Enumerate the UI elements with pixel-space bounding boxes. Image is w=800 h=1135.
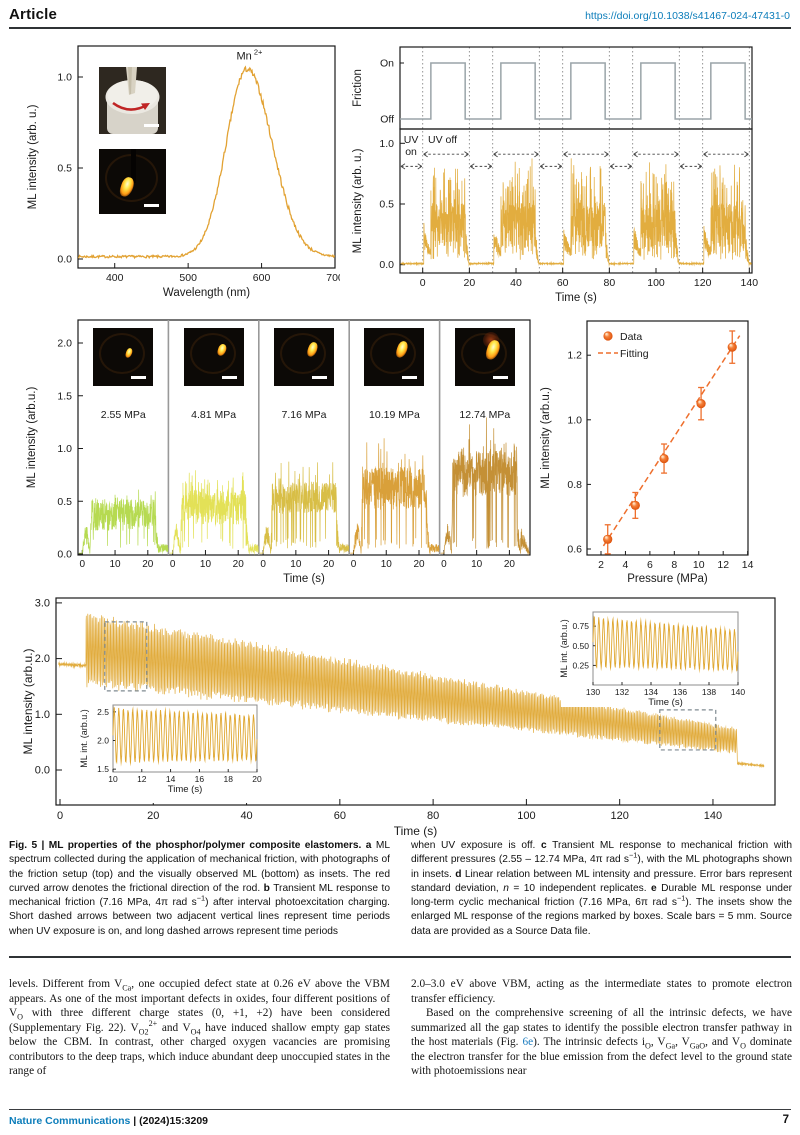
observed-ML-photo bbox=[99, 149, 166, 214]
footer-citation: Nature Communications | (2024)15:3209 bbox=[9, 1115, 208, 1127]
caption-right-column: when UV exposure is off. c Transient ML … bbox=[411, 840, 792, 937]
sample-ring bbox=[280, 333, 326, 374]
header-rule bbox=[9, 27, 791, 29]
body-text: levels. Different from VCa, one occupied… bbox=[9, 977, 792, 1079]
sample-ring bbox=[370, 333, 416, 374]
sample-ring bbox=[190, 333, 236, 374]
body-left-column: levels. Different from VCa, one occupied… bbox=[9, 977, 390, 1079]
body-paragraph: levels. Different from VCa, one occupied… bbox=[9, 978, 390, 1077]
scale-bar bbox=[402, 376, 417, 379]
citation-text: | (2024)15:3209 bbox=[130, 1115, 209, 1127]
ml-photo-7-16-mpa bbox=[274, 328, 334, 386]
article-label: Article bbox=[9, 6, 58, 23]
scale-bar bbox=[144, 124, 159, 127]
ml-photo-12-74-mpa bbox=[455, 328, 515, 386]
panel-b-transient-ml-chart bbox=[348, 38, 784, 308]
ml-photo-10-19-mpa bbox=[364, 328, 424, 386]
ml-photo-4-81-mpa bbox=[184, 328, 244, 386]
scale-bar bbox=[312, 376, 327, 379]
scale-bar bbox=[222, 376, 237, 379]
doi-link[interactable]: https://doi.org/10.1038/s41467-024-47431… bbox=[585, 10, 790, 22]
scale-bar bbox=[144, 204, 159, 207]
caption-separator-rule bbox=[9, 956, 791, 958]
body-paragraph: 2.0–3.0 eV above VBM, acting as the inte… bbox=[411, 978, 792, 1005]
figure-6e-link[interactable]: 6e bbox=[522, 1036, 534, 1048]
ml-photo-2-55-mpa bbox=[93, 328, 153, 386]
friction-setup-photo bbox=[99, 67, 166, 134]
scale-bar bbox=[131, 376, 146, 379]
footer-rule bbox=[9, 1109, 791, 1110]
scale-bar bbox=[493, 376, 508, 379]
panel-e-durability-chart bbox=[18, 591, 790, 843]
body-right-column: 2.0–3.0 eV above VBM, acting as the inte… bbox=[411, 977, 792, 1079]
caption-left-column: Fig. 5 | ML properties of the phosphor/p… bbox=[9, 840, 390, 937]
rod-silhouette bbox=[131, 149, 136, 183]
panel-a-spectrum-chart bbox=[20, 38, 340, 306]
panel-d-linearity-chart bbox=[536, 308, 790, 592]
figure-caption: Fig. 5 | ML properties of the phosphor/p… bbox=[9, 839, 792, 939]
body-paragraph: Based on the comprehensive screening of … bbox=[411, 1007, 792, 1077]
page-number: 7 bbox=[782, 1114, 789, 1126]
journal-name: Nature Communications bbox=[9, 1115, 131, 1127]
sample-ring bbox=[99, 333, 145, 374]
